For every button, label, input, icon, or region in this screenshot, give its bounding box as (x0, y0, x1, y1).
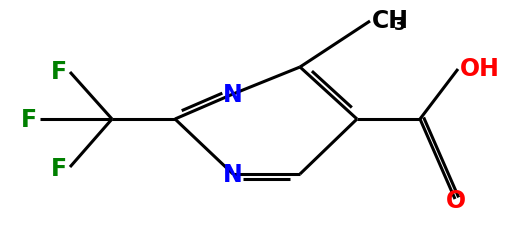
Text: F: F (51, 156, 67, 180)
Text: CH: CH (372, 9, 409, 33)
Text: 3: 3 (394, 16, 406, 34)
Text: F: F (21, 108, 37, 132)
Text: N: N (223, 83, 243, 106)
Text: F: F (51, 60, 67, 84)
Text: O: O (446, 188, 466, 212)
Text: N: N (223, 162, 243, 186)
Text: OH: OH (460, 57, 500, 81)
